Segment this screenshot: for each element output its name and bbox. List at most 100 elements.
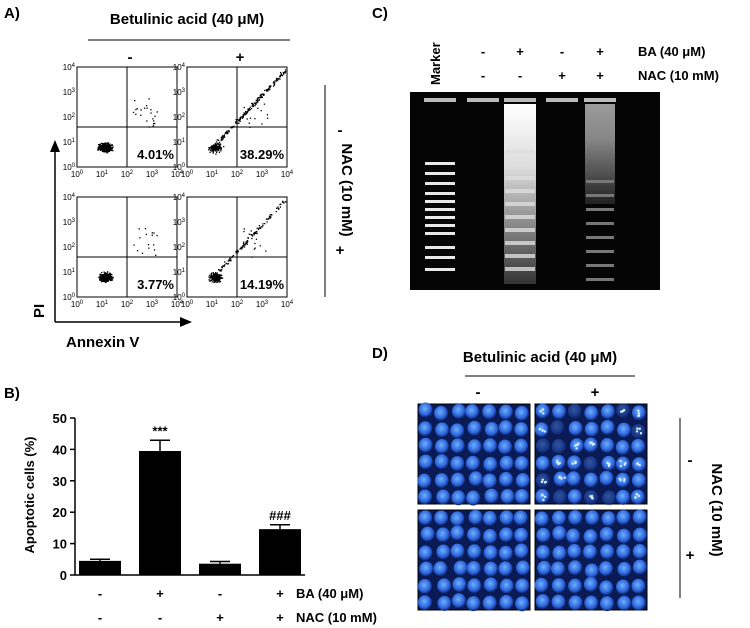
y-tick-label: 100 xyxy=(173,163,186,172)
ladder-band xyxy=(425,256,455,259)
ladder-band xyxy=(425,200,455,203)
nucleus xyxy=(418,437,433,453)
event-dot xyxy=(265,89,268,91)
nucleus xyxy=(437,595,452,611)
nucleus xyxy=(550,420,565,436)
event-dot xyxy=(106,144,109,146)
fragment xyxy=(639,432,643,435)
event-dot xyxy=(215,153,217,155)
nucleus xyxy=(583,576,598,592)
nucleus xyxy=(566,528,581,544)
event-dot xyxy=(136,107,138,110)
event-dot xyxy=(218,151,221,153)
tick-exponent: 4 xyxy=(182,63,186,69)
event-dot xyxy=(104,281,107,283)
event-dot xyxy=(208,149,210,151)
nucleus xyxy=(599,580,614,596)
event-dot xyxy=(242,244,245,247)
nucleus xyxy=(433,561,448,577)
event-dot xyxy=(245,241,247,243)
nucleus xyxy=(535,594,550,610)
event-dot xyxy=(103,279,105,281)
event-dot xyxy=(251,103,254,105)
event-dot xyxy=(213,144,216,146)
event-dot xyxy=(110,278,112,281)
event-dot xyxy=(108,279,111,281)
tick-exponent: 3 xyxy=(265,170,269,176)
event-dot xyxy=(243,228,245,230)
event-dot xyxy=(209,279,212,281)
event-dot xyxy=(270,216,272,219)
event-dot xyxy=(110,279,112,282)
event-dot xyxy=(217,277,219,280)
event-dot xyxy=(104,142,106,144)
event-dot xyxy=(97,149,100,151)
nucleus xyxy=(417,579,432,595)
event-dot xyxy=(208,274,211,277)
fragment xyxy=(619,464,623,468)
tick-base: 10 xyxy=(63,243,72,252)
dna-band xyxy=(586,194,614,197)
nucleus xyxy=(482,511,497,527)
nucleus xyxy=(601,511,616,527)
nucleus xyxy=(567,489,582,505)
event-dot xyxy=(99,278,101,281)
event-dot xyxy=(256,232,258,235)
row-label: + xyxy=(336,242,345,259)
event-dot xyxy=(107,144,109,146)
ladder-band xyxy=(425,172,455,175)
treatment-sign: + xyxy=(558,68,566,83)
event-dot xyxy=(152,123,155,125)
tick-exponent: 0 xyxy=(80,300,84,306)
nucleus xyxy=(631,595,646,611)
event-dot xyxy=(99,276,102,279)
tick-base: 10 xyxy=(281,170,290,179)
nucleus xyxy=(465,455,480,471)
nucleus xyxy=(467,439,482,455)
tick-exponent: 4 xyxy=(72,193,76,199)
tick-base: 10 xyxy=(173,138,182,147)
nucleus xyxy=(616,579,631,595)
nucleus xyxy=(515,473,530,489)
x-tick-label: 104 xyxy=(281,170,294,179)
event-dot xyxy=(209,277,211,279)
event-dot xyxy=(258,227,260,230)
nucleus xyxy=(418,402,433,418)
event-dot xyxy=(136,250,139,252)
event-dot xyxy=(230,260,232,262)
event-dot xyxy=(232,126,234,128)
event-dot xyxy=(104,148,106,150)
event-dot xyxy=(223,264,225,267)
tick-base: 10 xyxy=(121,170,130,179)
event-dot xyxy=(254,102,257,105)
event-dot xyxy=(250,107,253,110)
event-dot xyxy=(103,275,105,278)
tick-exponent: 1 xyxy=(182,268,186,274)
event-dot xyxy=(148,247,150,249)
event-dot xyxy=(214,146,216,148)
tick-base: 10 xyxy=(173,268,182,277)
fragment xyxy=(541,478,544,482)
event-dot xyxy=(106,148,109,150)
event-dot xyxy=(99,149,102,151)
event-dot xyxy=(252,105,255,108)
fragment xyxy=(607,464,611,468)
event-dot xyxy=(97,147,99,149)
event-dot xyxy=(214,275,216,278)
event-dot xyxy=(107,277,110,279)
event-dot xyxy=(260,95,263,97)
event-dot xyxy=(106,272,108,274)
bar xyxy=(139,450,181,575)
tick-exponent: 3 xyxy=(155,300,159,306)
event-dot xyxy=(266,117,269,119)
event-dot xyxy=(107,145,109,148)
nucleus xyxy=(467,420,482,436)
event-dot xyxy=(135,113,137,116)
event-dot xyxy=(251,105,253,107)
event-dot xyxy=(283,202,285,204)
treatment-sign: + xyxy=(596,68,604,83)
event-dot xyxy=(216,139,218,141)
y-tick-label: 0 xyxy=(60,568,67,583)
event-dot xyxy=(254,231,257,233)
fragment xyxy=(622,408,626,412)
